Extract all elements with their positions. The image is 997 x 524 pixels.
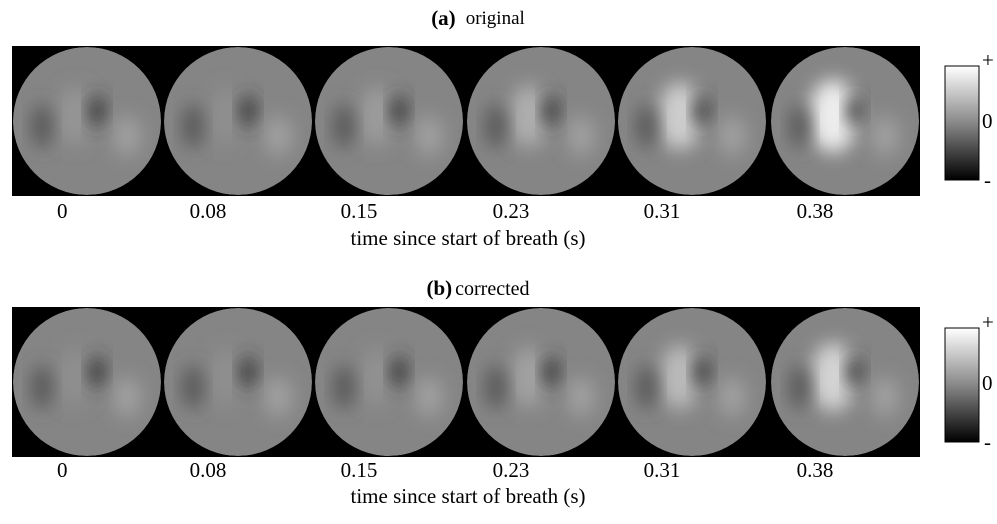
time-label: 0.15: [341, 199, 378, 223]
panel-name: original: [466, 8, 525, 29]
blob-dark: [89, 95, 105, 127]
blob-light: [58, 348, 92, 406]
blob-light: [264, 116, 292, 156]
blob-light: [510, 85, 549, 148]
blob-light: [718, 377, 746, 417]
time-label: 0.15: [341, 458, 378, 482]
time-label: 0.23: [493, 458, 530, 482]
colorbar: [945, 328, 979, 442]
time-label: 0.23: [493, 199, 530, 223]
blob-light: [871, 377, 899, 417]
blob-light: [718, 116, 746, 156]
blob-dark: [183, 365, 203, 409]
blob-dark: [240, 356, 256, 388]
blob-light: [415, 377, 443, 417]
time-label: 0.08: [190, 199, 227, 223]
blob-dark: [334, 365, 354, 409]
blob-dark: [543, 95, 559, 127]
blob-light: [567, 116, 595, 156]
blob-dark: [637, 365, 657, 409]
panel-letter: (a): [431, 6, 456, 30]
blob-light: [264, 377, 292, 417]
blob-light: [209, 87, 243, 145]
colorbar-bottom: -: [984, 430, 991, 454]
panel-letter: (b): [426, 276, 452, 300]
blob-dark: [847, 356, 863, 388]
blob-dark: [183, 104, 203, 148]
time-label: 0: [57, 199, 68, 223]
blob-dark: [240, 95, 256, 127]
time-label: 0: [57, 458, 68, 482]
blob-dark: [32, 365, 52, 409]
blob-light: [871, 116, 899, 156]
blob-dark: [694, 356, 710, 388]
blob-dark: [334, 104, 354, 148]
panel-title: (a) original: [431, 6, 525, 30]
blob-dark: [89, 356, 105, 388]
blob-dark: [790, 104, 810, 148]
blob-dark: [486, 104, 506, 148]
blob-dark: [790, 365, 810, 409]
blob-light: [415, 116, 443, 156]
axis-label: time since start of breath (s): [351, 484, 586, 508]
time-label: 0.31: [644, 199, 681, 223]
blob-light: [359, 86, 395, 146]
blob-light: [113, 377, 141, 417]
blob-dark: [32, 104, 52, 148]
blob-dark: [391, 95, 407, 127]
blob-light: [660, 345, 701, 410]
panel-title: (b)corrected: [426, 276, 529, 300]
colorbar-top: +: [982, 310, 994, 334]
blob-light: [511, 347, 548, 408]
axis-label: time since start of breath (s): [351, 226, 586, 250]
blob-dark: [847, 95, 863, 127]
colorbar-top: +: [982, 48, 994, 72]
blob-light: [113, 116, 141, 156]
time-label: 0.38: [797, 458, 834, 482]
colorbar-mid: 0: [982, 109, 993, 133]
blob-dark: [694, 95, 710, 127]
figure: (a) original 0 0.08 0.15 0.23 0.31 0.38 time sin…: [0, 0, 997, 519]
blob-light: [209, 348, 243, 406]
time-label: 0.08: [190, 458, 227, 482]
colorbar-mid: 0: [982, 371, 993, 395]
panel-name: corrected: [455, 278, 529, 300]
blob-light: [360, 348, 394, 406]
blob-dark: [543, 356, 559, 388]
blob-dark: [486, 365, 506, 409]
colorbar-bottom: -: [984, 168, 991, 192]
colorbar: [945, 66, 979, 180]
time-label: 0.38: [797, 199, 834, 223]
blob-dark: [637, 104, 657, 148]
blob-light: [567, 377, 595, 417]
time-label: 0.31: [644, 458, 681, 482]
blob-dark: [391, 356, 407, 388]
blob-light: [58, 87, 93, 146]
